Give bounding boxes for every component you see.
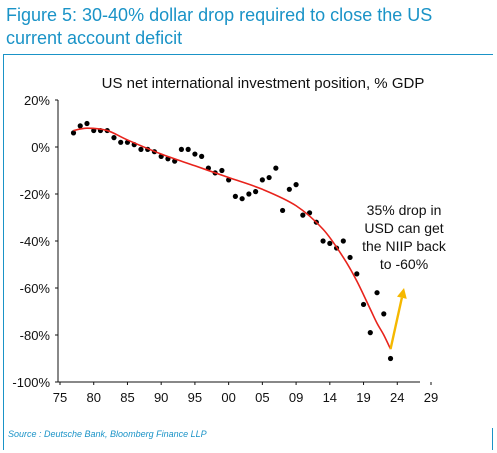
data-point	[246, 191, 252, 197]
projection-line	[389, 297, 404, 350]
annotation-text: 35% drop in USD can get the NIIP back to -6…	[362, 202, 447, 272]
data-point	[84, 120, 90, 127]
data-point	[266, 174, 272, 181]
y-tick-label: -80%	[20, 328, 51, 343]
trend-line	[73, 127, 392, 350]
left-border	[3, 54, 4, 450]
y-tick-label: -40%	[20, 234, 51, 249]
data-points	[70, 120, 394, 362]
y-tick-label: 20%	[24, 93, 50, 108]
x-tick-label: 75	[53, 390, 67, 405]
x-tick-label: 90	[154, 390, 168, 405]
x-tick-label: 09	[289, 390, 303, 405]
x-tick-label: 05	[255, 390, 269, 405]
data-point	[347, 254, 353, 261]
data-point	[259, 177, 265, 183]
annotation-line: the NIIP back	[362, 238, 447, 254]
data-point	[111, 135, 117, 141]
x-ticks: 75 80 85 90 95 00 05 09 14 19 24 29	[53, 382, 438, 405]
data-point	[280, 207, 286, 214]
data-point	[253, 189, 259, 195]
figure-title: Figure 5: 30-40% dollar drop required to…	[6, 5, 433, 48]
projection-arrow	[389, 288, 407, 350]
annotation-line: to -60%	[380, 256, 428, 272]
data-point	[273, 165, 279, 171]
annotation-line: 35% drop in	[367, 202, 442, 218]
data-point	[178, 146, 185, 152]
data-point	[340, 238, 346, 244]
x-tick-label: 14	[323, 390, 337, 405]
data-point	[232, 193, 238, 199]
data-point	[374, 290, 380, 296]
data-point	[219, 167, 225, 174]
x-tick-label: 19	[356, 390, 370, 405]
chart-title: US net international investment position…	[102, 75, 425, 92]
arrow-head	[396, 288, 407, 299]
y-tick-label: -100%	[12, 375, 50, 390]
data-point	[77, 123, 83, 129]
y-ticks: 20% 0% -20% -40% -60% -80% -100%	[12, 93, 58, 390]
source-note: Source : Deutsche Bank, Bloomberg Financ…	[8, 429, 207, 439]
data-point	[320, 238, 326, 244]
data-point	[327, 240, 333, 246]
y-tick-label: -20%	[20, 187, 51, 202]
x-tick-label: 95	[188, 390, 202, 405]
x-tick-label: 29	[424, 390, 438, 405]
data-point	[138, 146, 144, 152]
title-divider	[3, 54, 493, 55]
data-point	[381, 311, 387, 317]
data-point	[199, 153, 205, 159]
data-point	[293, 182, 299, 188]
x-tick-label: 80	[86, 390, 100, 405]
data-point	[192, 151, 198, 157]
data-point	[300, 212, 306, 218]
data-point	[367, 330, 373, 336]
right-border-tick	[492, 428, 493, 450]
data-point	[286, 186, 292, 192]
data-point	[354, 271, 360, 277]
data-point	[118, 139, 124, 145]
x-tick-label: 85	[120, 390, 134, 405]
annotations: 35% drop in USD can get the NIIP back to -6…	[362, 202, 447, 272]
data-point	[185, 146, 191, 152]
annotation-line: USD can get	[364, 220, 443, 236]
data-point	[387, 355, 394, 362]
y-tick-label: -60%	[20, 281, 51, 296]
data-point	[70, 130, 77, 136]
data-point	[239, 196, 245, 202]
data-point	[360, 301, 367, 308]
x-tick-label: 00	[221, 390, 235, 405]
y-tick-label: 0%	[31, 140, 50, 155]
x-tick-label: 24	[390, 390, 404, 405]
